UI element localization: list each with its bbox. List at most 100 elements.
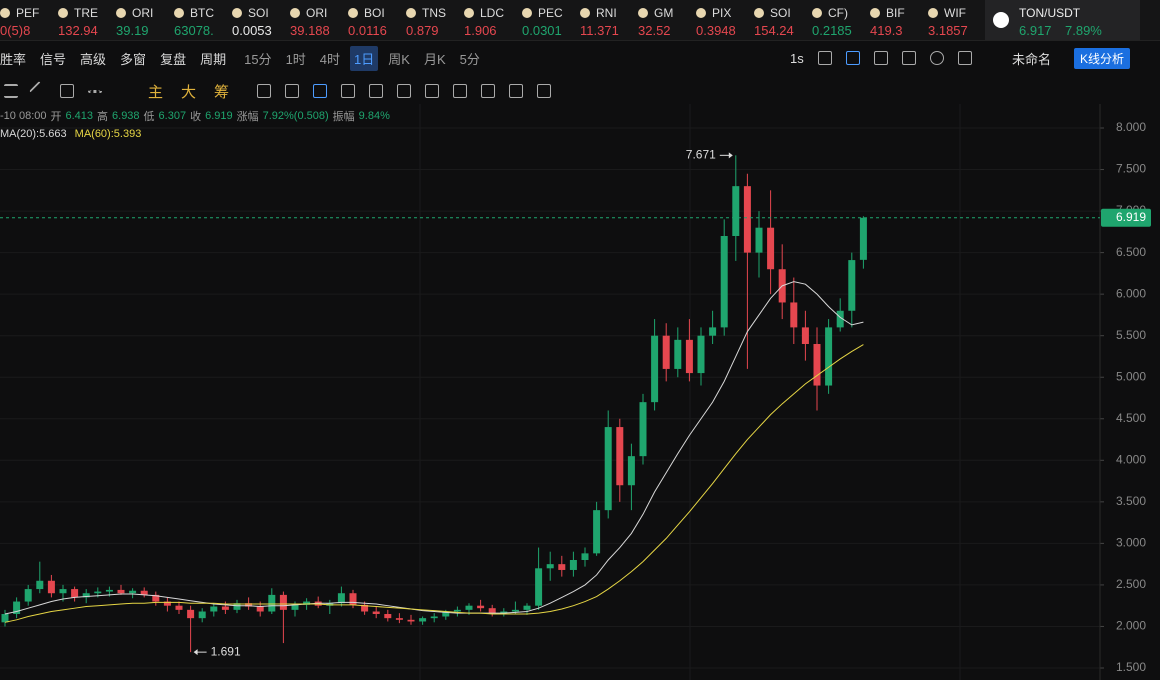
candle — [581, 547, 589, 567]
body — [129, 590, 137, 594]
ticker[interactable]: RNI 11.371 — [578, 0, 636, 40]
tool-icon[interactable] — [285, 84, 300, 98]
close: 6.919 — [205, 110, 233, 122]
ticker[interactable]: ORI 39.19 — [114, 0, 172, 40]
ticker[interactable]: BTC 63078. — [172, 0, 230, 40]
tool-icon[interactable] — [481, 84, 496, 98]
toolbar-item[interactable]: 胜率 — [0, 51, 27, 67]
period[interactable]: 周K — [388, 51, 410, 67]
ticker[interactable]: PEC 0.0301 — [520, 0, 578, 40]
toolbar-item[interactable]: 周期 — [200, 51, 227, 67]
label: 涨幅 — [236, 111, 259, 123]
ma-value: 5.663 — [39, 128, 67, 140]
indicator[interactable]: 主 — [148, 83, 164, 101]
toolbar-item[interactable]: 信号 — [40, 51, 67, 67]
ma-value: 5.393 — [113, 128, 142, 140]
body — [616, 427, 624, 486]
tool-icon[interactable] — [369, 84, 384, 98]
candle — [569, 551, 577, 577]
body — [47, 580, 55, 594]
body — [453, 609, 461, 612]
ticker[interactable]: WIF 3.1857 — [926, 0, 984, 40]
camera-icon[interactable] — [818, 51, 832, 65]
interval[interactable]: 1s — [790, 50, 804, 66]
period[interactable]: 月K — [423, 51, 446, 67]
menu-icon[interactable] — [4, 84, 18, 98]
ticker[interactable]: CF) 0.2185 — [810, 0, 868, 40]
price: 39.188 — [290, 23, 330, 38]
ticker[interactable]: BIF 419.3 — [868, 0, 926, 40]
tool-icon[interactable] — [313, 84, 328, 98]
active-ticker[interactable]: TON/USDT 6.917 7.89% — [985, 0, 1140, 40]
toolbar-item[interactable]: 高级 — [80, 51, 107, 67]
fullscreen-icon[interactable] — [958, 51, 972, 65]
ticker[interactable]: TNS 0.879 — [404, 0, 462, 40]
rect-icon[interactable] — [60, 84, 74, 98]
candle — [755, 211, 763, 278]
ticker[interactable]: PIX 0.3948 — [694, 0, 752, 40]
analysis-button[interactable]: K线分析 — [1074, 47, 1131, 69]
ticker[interactable]: SOI 0.0053 — [230, 0, 288, 40]
candle — [732, 155, 740, 261]
ticker[interactable]: ORI 39.188 — [288, 0, 346, 40]
line-icon[interactable] — [29, 81, 49, 101]
tool-icon[interactable] — [341, 84, 356, 98]
tool-icon[interactable] — [257, 84, 272, 98]
candle — [662, 323, 670, 382]
candle — [163, 597, 171, 612]
tool-icon[interactable] — [453, 84, 468, 98]
tool-icon[interactable] — [537, 84, 552, 98]
candle — [790, 277, 798, 344]
ma-line — [4, 344, 864, 623]
period[interactable]: 5分 — [459, 51, 480, 67]
ticker[interactable]: LDC 1.906 — [462, 0, 520, 40]
change: 7.89% — [1065, 23, 1102, 38]
indicator[interactable]: 筹 — [214, 83, 230, 101]
body — [720, 236, 728, 328]
ticker[interactable]: SOI 154.24 — [752, 0, 810, 40]
pen-icon[interactable] — [846, 51, 860, 65]
ticker[interactable]: TRE 132.94 — [56, 0, 114, 40]
tool-icon[interactable] — [425, 84, 440, 98]
coin-icon — [232, 8, 242, 18]
indicator[interactable]: 大 — [181, 83, 197, 101]
period[interactable]: 1日 — [350, 45, 379, 71]
frame-icon[interactable] — [874, 51, 888, 65]
y-tick-label: 6.500 — [1116, 245, 1146, 259]
period[interactable]: 15分 — [244, 51, 272, 67]
tool-icon[interactable] — [509, 84, 524, 98]
settings-icon[interactable] — [930, 51, 944, 65]
body — [361, 604, 369, 612]
period[interactable]: 4时 — [319, 51, 341, 67]
more-icon[interactable] — [88, 84, 102, 93]
toolbar-item[interactable]: 多窗 — [120, 51, 147, 67]
body — [767, 227, 775, 270]
ticker[interactable]: BOI 0.0116 — [346, 0, 404, 40]
body — [477, 605, 485, 609]
ticker[interactable]: PEF 0(5)8 — [0, 0, 56, 40]
candle — [674, 327, 682, 378]
candle — [279, 591, 287, 644]
tool-icon[interactable] — [397, 84, 412, 98]
save-icon[interactable] — [902, 51, 916, 65]
open: 6.413 — [65, 110, 94, 122]
coin-icon — [406, 8, 416, 18]
body — [407, 619, 415, 622]
period[interactable]: 1时 — [285, 51, 306, 67]
price: 0(5)8 — [0, 23, 31, 38]
symbol: TNS — [422, 6, 446, 20]
ma-legend: MA(20): 5.663 MA(60): 5.393 — [0, 126, 1160, 142]
body — [535, 568, 543, 606]
body — [117, 589, 125, 594]
candle — [71, 586, 79, 602]
amplitude: 9.84% — [358, 110, 390, 122]
body — [303, 601, 311, 605]
ticker[interactable]: GM 32.52 — [636, 0, 694, 40]
symbol: SOI — [770, 6, 791, 20]
body — [825, 327, 833, 386]
date: -10 08:00 — [0, 110, 47, 122]
toolbar-item[interactable]: 复盘 — [160, 51, 187, 67]
body — [59, 589, 67, 594]
layout-name[interactable]: 未命名 — [1012, 51, 1052, 67]
candle — [129, 588, 137, 599]
